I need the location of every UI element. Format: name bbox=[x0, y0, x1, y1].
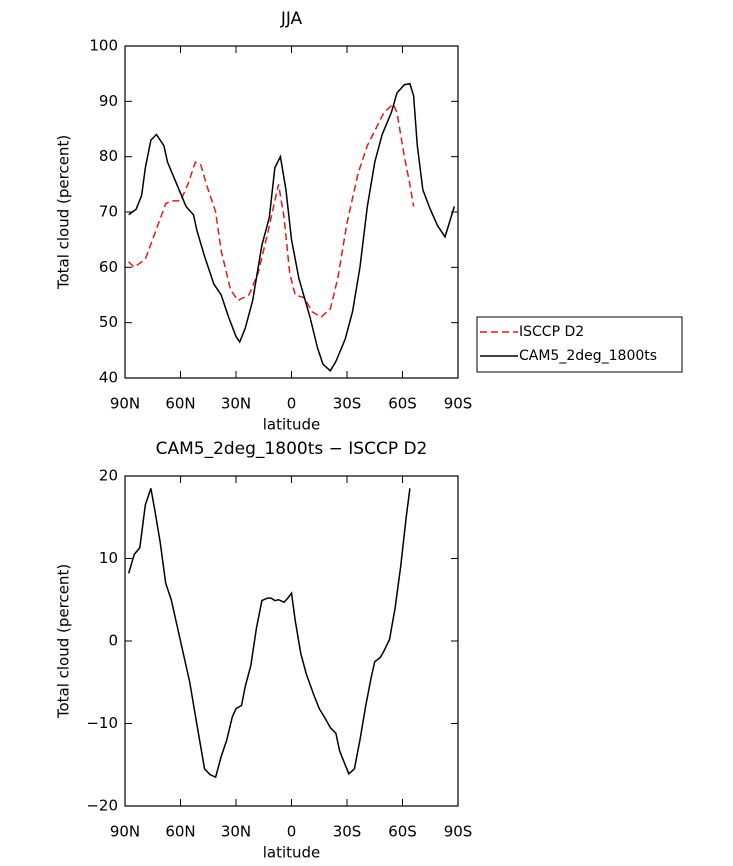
x-tick-label: 90S bbox=[444, 823, 473, 841]
plot-frame bbox=[124, 45, 459, 379]
y-tick-label: 80 bbox=[99, 147, 118, 165]
x-tick-label: 60S bbox=[388, 395, 417, 413]
chart-title: CAM5_2deg_1800ts − ISCCP D2 bbox=[156, 439, 428, 459]
x-tick-label: 90N bbox=[110, 395, 140, 413]
legend-label: CAM5_2deg_1800ts bbox=[519, 348, 657, 364]
y-tick-label: 50 bbox=[99, 313, 118, 331]
y-axis-label: Total cloud (percent) bbox=[55, 564, 73, 719]
chart-title: JJA bbox=[280, 9, 303, 29]
y-tick-label: 0 bbox=[108, 632, 118, 650]
y-tick-label: −10 bbox=[86, 714, 118, 732]
data-line bbox=[128, 102, 415, 319]
x-axis-label: latitude bbox=[263, 844, 321, 862]
x-tick-label: 60S bbox=[388, 823, 417, 841]
y-tick-label: 10 bbox=[99, 549, 118, 567]
data-line bbox=[128, 82, 456, 372]
plot-frame bbox=[124, 475, 459, 807]
x-tick-label: 30N bbox=[221, 395, 251, 413]
x-tick-label: 60N bbox=[165, 395, 195, 413]
y-tick-label: 100 bbox=[89, 37, 118, 55]
y-tick-label: 70 bbox=[99, 203, 118, 221]
y-tick-label: 60 bbox=[99, 258, 118, 276]
x-tick-label: 90S bbox=[444, 395, 473, 413]
x-tick-label: 30S bbox=[333, 823, 362, 841]
y-tick-label: 90 bbox=[99, 92, 118, 110]
x-tick-label: 30N bbox=[221, 823, 251, 841]
x-tick-label: 0 bbox=[287, 823, 297, 841]
y-tick-label: 20 bbox=[99, 467, 118, 485]
x-tick-label: 60N bbox=[165, 823, 195, 841]
x-tick-label: 30S bbox=[333, 395, 362, 413]
x-axis-label: latitude bbox=[263, 416, 321, 434]
legend-box bbox=[476, 316, 683, 373]
y-tick-label: −20 bbox=[86, 797, 118, 815]
x-tick-label: 90N bbox=[110, 823, 140, 841]
y-axis-label: Total cloud (percent) bbox=[55, 135, 73, 290]
x-tick-label: 0 bbox=[287, 395, 297, 413]
data-line bbox=[127, 488, 411, 779]
legend-label: ISCCP D2 bbox=[519, 324, 584, 340]
y-tick-label: 40 bbox=[99, 369, 118, 387]
